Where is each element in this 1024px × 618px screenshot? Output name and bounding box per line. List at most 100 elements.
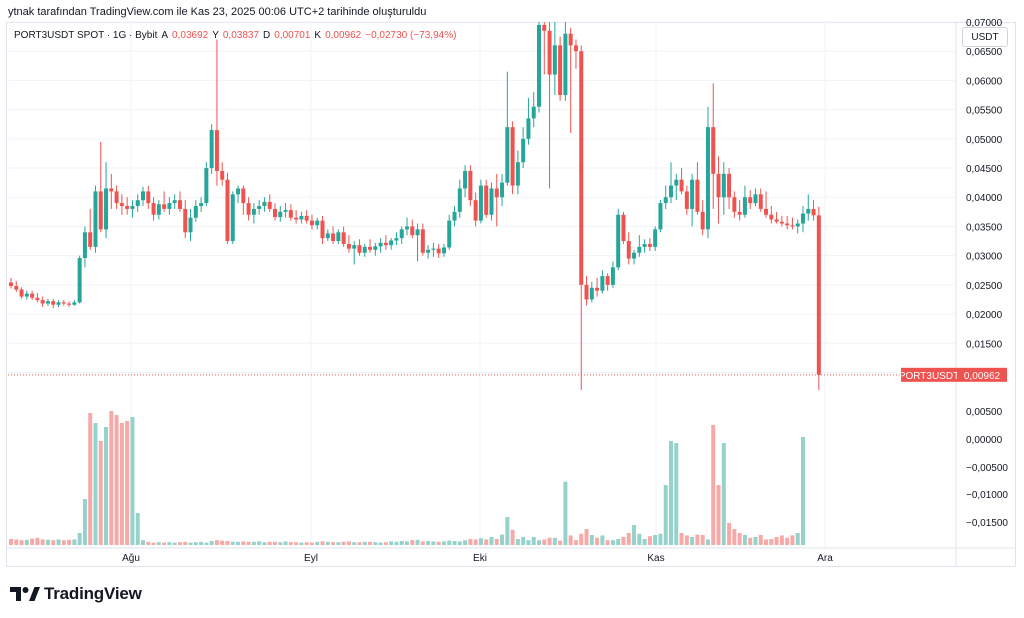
volume-bar bbox=[130, 417, 135, 545]
candle bbox=[204, 162, 209, 206]
candle-body bbox=[220, 170, 225, 180]
candle-body bbox=[257, 206, 262, 209]
candle bbox=[125, 197, 130, 215]
candle-body bbox=[383, 242, 388, 246]
candle bbox=[695, 162, 700, 215]
candle-body bbox=[605, 276, 610, 285]
candle-body bbox=[167, 203, 172, 209]
volume-bar bbox=[584, 529, 589, 545]
candle bbox=[109, 173, 114, 209]
open-value: 0,03692 bbox=[172, 30, 209, 41]
candle bbox=[632, 249, 637, 265]
candle-body bbox=[109, 188, 114, 192]
candle-body bbox=[88, 232, 93, 247]
volume-bar bbox=[801, 437, 805, 545]
candle-body bbox=[679, 179, 684, 192]
volume-bar bbox=[72, 539, 77, 545]
candle-body bbox=[177, 200, 182, 209]
candle-body bbox=[742, 197, 747, 215]
volume-bar bbox=[542, 539, 547, 545]
candle bbox=[267, 194, 272, 212]
price-tag-symbol: PORT3USDT bbox=[899, 371, 959, 382]
candle-body bbox=[251, 208, 256, 215]
candle bbox=[626, 232, 631, 265]
volume-bar bbox=[753, 537, 758, 545]
candle-body bbox=[537, 24, 541, 107]
candle bbox=[806, 194, 811, 221]
volume-bar bbox=[484, 539, 489, 545]
volume-bar bbox=[288, 542, 293, 545]
candle-body bbox=[610, 267, 615, 285]
currency-button[interactable]: USDT bbox=[962, 27, 1008, 47]
candle-body bbox=[40, 300, 45, 304]
candle-body bbox=[753, 194, 758, 204]
volume-bar bbox=[595, 537, 600, 545]
candle bbox=[552, 22, 557, 96]
candle bbox=[341, 226, 346, 247]
volume-bar bbox=[204, 542, 209, 545]
candle-body bbox=[35, 297, 40, 301]
candle-body bbox=[273, 208, 277, 218]
volume-bar bbox=[589, 535, 594, 545]
candle-body bbox=[547, 30, 552, 75]
volume-bar bbox=[352, 542, 357, 545]
candle bbox=[177, 191, 182, 212]
volume-bar bbox=[357, 542, 362, 545]
candle-body bbox=[505, 127, 510, 183]
candle-body bbox=[579, 51, 584, 285]
candle-body bbox=[801, 213, 805, 224]
volume-bar bbox=[40, 539, 45, 545]
candle bbox=[779, 215, 784, 227]
volume-bar bbox=[727, 523, 732, 545]
candle bbox=[283, 203, 288, 218]
tradingview-logo[interactable]: TradingView bbox=[10, 584, 142, 604]
volume-bar bbox=[621, 537, 626, 545]
volume-bar bbox=[193, 542, 198, 545]
candle-body bbox=[563, 33, 568, 96]
candle bbox=[684, 185, 689, 215]
candle bbox=[336, 229, 341, 244]
volume-bar bbox=[294, 542, 299, 545]
candle bbox=[473, 192, 478, 227]
candle bbox=[489, 182, 494, 221]
candle bbox=[790, 217, 795, 230]
volume-bar bbox=[521, 537, 526, 545]
volume-bar bbox=[24, 539, 29, 545]
candle-body bbox=[357, 245, 362, 253]
candle bbox=[711, 83, 716, 209]
candle bbox=[357, 239, 362, 256]
candle-body bbox=[568, 33, 573, 46]
candle-body bbox=[389, 240, 394, 246]
volume-bar bbox=[162, 542, 167, 545]
candle-body bbox=[600, 276, 605, 291]
candle bbox=[230, 191, 235, 244]
candle-body bbox=[748, 197, 753, 204]
price-tick-label: 0,04000 bbox=[966, 193, 1003, 204]
volume-bar bbox=[220, 540, 225, 545]
symbol-label[interactable]: PORT3USDT SPOT · 1G · Bybit bbox=[14, 30, 158, 41]
volume-bar bbox=[341, 541, 346, 545]
candle bbox=[362, 243, 367, 257]
volume-bar bbox=[373, 542, 378, 545]
volume-bar bbox=[758, 535, 763, 545]
volume-bar bbox=[93, 423, 98, 545]
time-tick-label: Eyl bbox=[304, 553, 318, 564]
candle-body bbox=[135, 200, 140, 206]
candle-body bbox=[405, 226, 409, 230]
volume-bar bbox=[273, 541, 277, 545]
candle-body bbox=[774, 219, 779, 222]
candle bbox=[193, 200, 198, 222]
candle-body bbox=[637, 246, 642, 253]
candle-body bbox=[737, 211, 742, 215]
candle bbox=[531, 92, 536, 128]
candle bbox=[478, 179, 483, 224]
volume-bar bbox=[579, 533, 584, 545]
candle-body bbox=[299, 215, 304, 220]
price-tick-label: 0,04500 bbox=[966, 164, 1003, 175]
candle bbox=[457, 179, 462, 218]
volume-bar bbox=[510, 529, 515, 545]
volume-bar bbox=[658, 533, 663, 545]
candle-body bbox=[510, 127, 515, 186]
volume-axis: 0,00500 0,00000 −0,00500 −0,01000 −0,01500 bbox=[966, 407, 1008, 529]
